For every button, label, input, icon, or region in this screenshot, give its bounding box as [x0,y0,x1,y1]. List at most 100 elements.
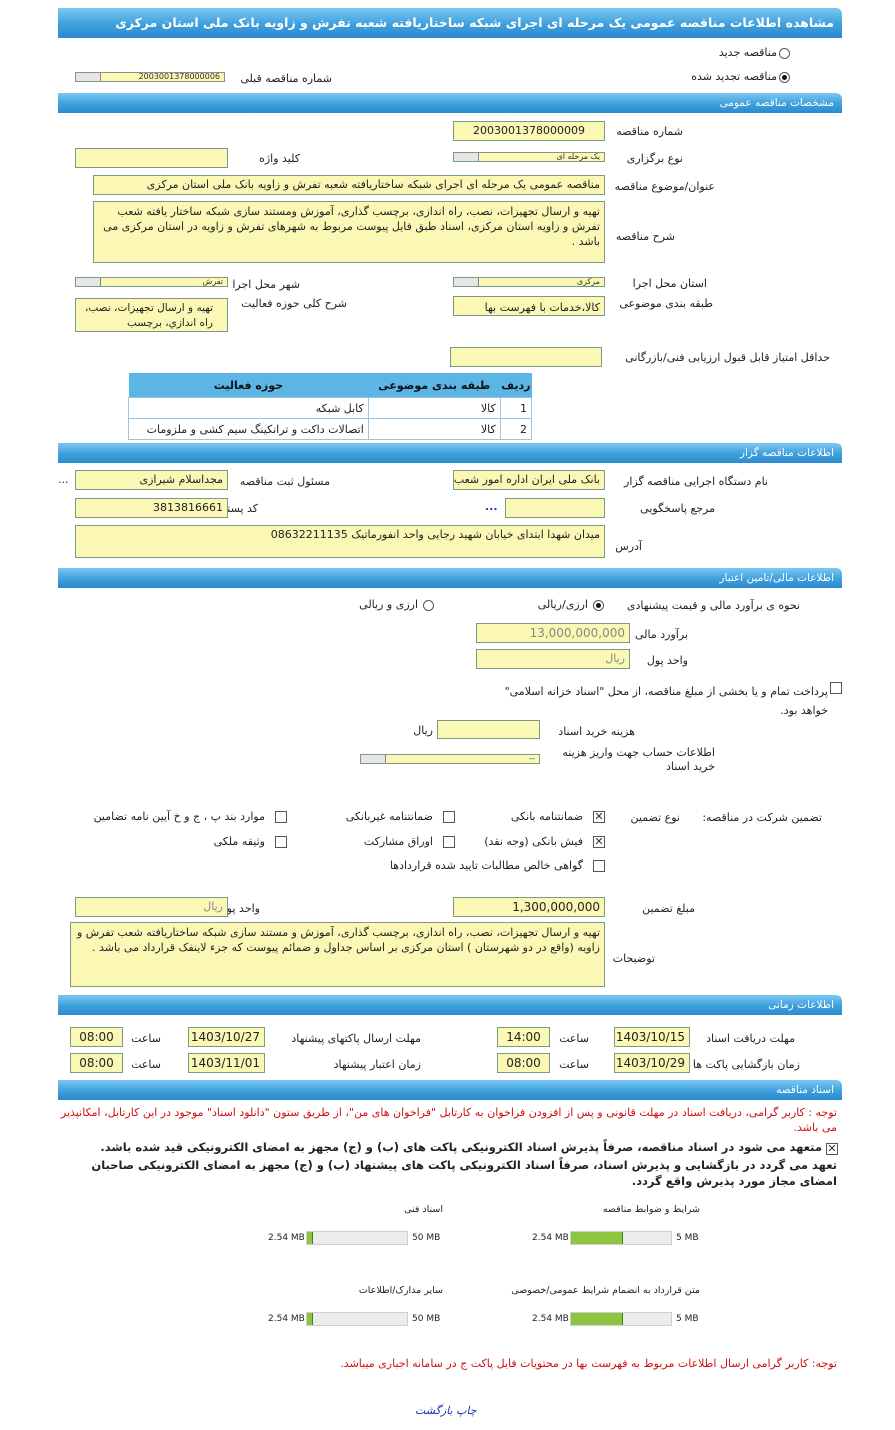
estimate-field[interactable]: 13,000,000,000 [476,623,630,643]
address-field[interactable]: میدان شهدا ابتدای خیابان شهید رجایی واحد… [75,525,605,558]
registrar-more-button[interactable]: ... [58,473,69,486]
col-row: ردیف [500,373,532,398]
guarantee-option-label: موارد بند پ ، ج و خ آیین نامه تضامین [93,810,265,823]
min-score-field[interactable] [450,347,602,367]
print-link[interactable]: چاپ [456,1404,477,1417]
registrar-field[interactable]: مجداسلام شیرازی [75,470,228,490]
guarantee-checkbox-1[interactable] [443,811,455,823]
page-title: مشاهده اطلاعات مناقصه عمومی یک مرحله ای … [58,8,842,38]
doc-fee-field[interactable] [437,720,540,739]
province-select[interactable]: مرکزی [453,277,605,287]
guarantee-checkbox-2[interactable] [275,811,287,823]
doc-fee-unit: ریال [413,724,433,737]
ref-more-button[interactable]: ... [485,500,498,513]
open-date[interactable]: 1403/10/29 [614,1053,690,1073]
file-label: شرایط و ضوابط مناقصه [602,1204,700,1215]
subject-field[interactable]: مناقصه عمومی یک مرحله ای اجرای شبکه ساخت… [93,175,605,195]
min-score-label: حداقل امتیاز قابل قبول ارزیابی فنی/بازرگ… [625,351,830,364]
cell: اتصالات داکت و ترانکینگ سیم کشی و ملزوما… [128,418,369,440]
guarantee-option-label: وثیقه ملکی [213,835,265,848]
province-value: مرکزی [576,277,600,286]
doc-receive-date[interactable]: 1403/10/15 [614,1027,690,1047]
guarantee-checkbox-3[interactable]: ✕ [593,835,605,848]
cell: 2 [499,418,533,440]
estimate-label: برآورد مالی [635,628,688,641]
guarantee-currency-field[interactable]: ریال [75,897,228,917]
keyword-label: کلید واژه [259,152,300,165]
cell: کالا [367,397,501,419]
renewed-tender-radio[interactable] [779,72,790,83]
back-link[interactable]: بازگشت [415,1404,453,1417]
finance-section-header: اطلاعات مالی/تامین اعتبار [58,568,842,588]
currency-label: واحد پول [646,654,688,667]
renewed-tender-label: مناقصه تجدید شده [691,70,777,83]
account-select[interactable]: -- [360,754,540,764]
ref-label: مرجع پاسخگویی [640,502,715,515]
submit-label: مهلت ارسال پاکتهای پیشنهاد [291,1032,421,1045]
subject-label: عنوان/موضوع مناقصه [614,180,715,193]
currency-field[interactable]: ریال [476,649,630,669]
postal-field[interactable]: 3813816661 [75,498,228,518]
table-row: 1 کالا کابل شبکه [128,397,533,419]
docs-note: توجه : کاربر گرامی، دریافت اسناد در مهلت… [60,1106,837,1134]
notes-field[interactable]: تهیه و ارسال تجهیزات، نصب، راه اندازی، ب… [70,922,605,987]
city-select[interactable]: تفرش [75,277,228,287]
city-value: تفرش [202,277,223,286]
table-row: 2 کالا اتصالات داکت و ترانکینگ سیم کشی و م… [128,418,533,440]
prev-number-select[interactable]: 2003001378000006 [75,72,225,82]
open-label: زمان بازگشایی پاکت ها [692,1058,800,1071]
guarantee-checkbox-5[interactable] [275,836,287,848]
file-max-size: 5 MB [676,1314,699,1324]
timing-section-header: اطلاعات زمانی [58,995,842,1015]
guarantee-label: تضمین شرکت در مناقصه: [702,811,822,824]
guarantee-checkbox-4[interactable] [443,836,455,848]
guarantee-checkbox-0[interactable]: ✕ [593,810,605,823]
tender-number-field[interactable]: 2003001378000009 [453,121,605,141]
keyword-field[interactable] [75,148,228,168]
commit2-text: تعهد می گردد در بازگشایی و پذیرش اسناد، … [91,1158,837,1188]
validity-date[interactable]: 1403/11/01 [188,1053,265,1073]
open-time[interactable]: 08:00 [497,1053,550,1073]
activity-desc-field[interactable]: تهیه و ارسال تجهیزات، نصب، راه اندازي، ب… [75,298,228,332]
new-tender-radio[interactable] [779,48,790,59]
address-label: آدرس [615,540,642,553]
file-size-fill [571,1313,623,1325]
doc-receive-time[interactable]: 14:00 [497,1027,550,1047]
submit-time[interactable]: 08:00 [70,1027,123,1047]
foreign-rial-radio[interactable] [423,600,434,611]
guarantee-amount-field[interactable]: 1,300,000,000 [453,897,605,917]
org-label: نام دستگاه اجرایی مناقصه گزار [624,475,768,488]
account-label: اطلاعات حساب جهت واریز هزینه خرید اسناد [562,746,715,773]
account-value: -- [529,754,535,763]
doc-receive-label: مهلت دریافت اسناد [706,1032,795,1045]
treasury-checkbox[interactable] [830,682,842,694]
desc-field[interactable]: تهیه و ارسال تجهیزات، نصب، راه اندازی، ب… [93,201,605,263]
type-select[interactable]: یک مرحله ای [453,152,605,162]
file-max-size: 50 MB [412,1233,441,1243]
activity-table: ردیف طبقه بندی موضوعی حوزه فعالیت 1 کالا کاب… [128,373,533,440]
general-section-header: مشخصات مناقصه عمومی [58,93,842,113]
docs-note2: توجه: کاربر گرامی ارسال اطلاعات مربوط به… [340,1357,837,1370]
rial-radio[interactable] [593,600,604,611]
new-tender-label: مناقصه جدید [718,46,777,59]
file-label: سایر مدارک/اطلاعات [358,1285,443,1296]
category-field[interactable]: کالا،خدمات با فهرست بها [453,296,605,316]
activity-desc-label: شرح کلی حوزه فعالیت [241,297,347,310]
org-field[interactable]: بانک ملی ایران اداره امور شعب [453,470,605,490]
guarantee-option-label: گواهی خالص مطالبات تایید شده قراردادها [389,859,583,872]
submit-date[interactable]: 1403/10/27 [188,1027,265,1047]
guarantee-checkbox-6[interactable] [593,860,605,872]
ref-field[interactable] [505,498,605,518]
footer-links: چاپ بازگشت [415,1404,477,1417]
rial-label: ارزی/ریالی [537,598,588,611]
guarantee-option-label: فیش بانکی (وجه نقد) [484,835,583,848]
commit-checkbox[interactable]: ✕ [826,1142,838,1155]
prev-number-label: شماره مناقصه قبلی [240,72,332,85]
docs-section-header: اسناد مناقصه [58,1080,842,1100]
validity-time[interactable]: 08:00 [70,1053,123,1073]
time-label: ساعت [131,1032,161,1045]
cell: 1 [499,397,533,419]
postal-label: کد پستی [218,502,258,515]
foreign-rial-label: ارزی و ریالی [359,598,418,611]
